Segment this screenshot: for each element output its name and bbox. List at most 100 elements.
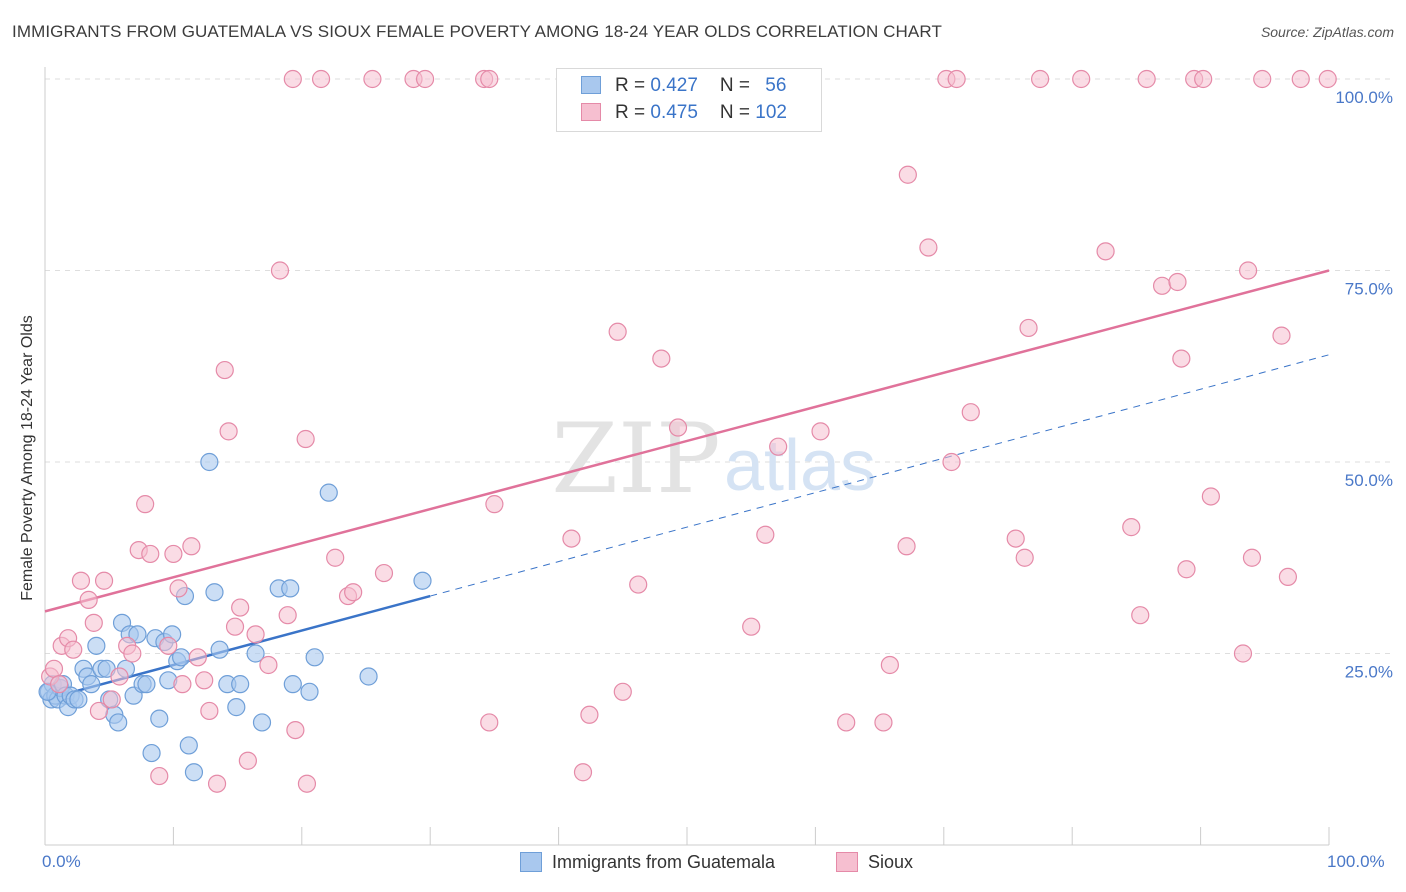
guatemala-point [137, 675, 156, 694]
legend-swatch-blue [520, 852, 542, 872]
guatemala-point [300, 682, 319, 701]
sioux-point [296, 429, 315, 449]
sioux-point [480, 69, 499, 89]
guatemala-point [205, 583, 224, 602]
legend-r-label: R = [615, 75, 651, 96]
sioux-point [188, 648, 207, 667]
guatemala-point [305, 648, 324, 667]
sioux-point [150, 766, 169, 786]
legend-series-name: Sioux [868, 852, 914, 872]
sioux-point [769, 437, 788, 456]
sioux-point [1122, 518, 1141, 537]
sioux-point [231, 598, 250, 617]
sioux-point [50, 675, 69, 694]
legend-n-label: N = [719, 75, 756, 96]
bottom-legend-sioux: Sioux [836, 852, 913, 873]
guatemala-point [319, 483, 338, 502]
y-axis-label: Female Poverty Among 18-24 Year Olds [19, 315, 36, 601]
legend-r-value: 0.427 [650, 75, 698, 96]
sioux-point [485, 495, 504, 514]
sioux-point [1152, 276, 1172, 295]
legend-series-name: Immigrants from Guatemala [552, 852, 776, 872]
guatemala-point [184, 763, 204, 782]
sioux-point [173, 675, 192, 694]
legend-swatch-blue [581, 76, 601, 94]
sioux-point [811, 422, 830, 441]
sioux-point [562, 529, 581, 548]
guatemala-point [150, 709, 169, 728]
source-label: Source: ZipAtlas.com [1260, 24, 1394, 40]
sioux-point [79, 590, 98, 609]
legend-swatch-pink [581, 103, 601, 121]
sioux-point [270, 261, 290, 280]
sioux-point [225, 617, 245, 636]
sioux-point [1137, 69, 1156, 89]
sioux-point [629, 575, 648, 594]
sioux-point [182, 537, 201, 556]
watermark: ZIP atlas [551, 403, 876, 515]
sioux-point [1015, 548, 1034, 567]
sioux-point [200, 701, 219, 721]
sioux-point [110, 667, 129, 686]
y-tick-labels: 25.0% 50.0% 75.0% 100.0% [1335, 88, 1393, 682]
y-tick-label: 25.0% [1345, 663, 1393, 682]
guatemala-point [142, 743, 161, 763]
sioux-point [297, 774, 317, 793]
bottom-legend-guatemala: Immigrants from Guatemala [520, 852, 775, 873]
sioux-point [880, 655, 899, 675]
sioux-point [897, 537, 916, 556]
sioux-point [480, 713, 499, 732]
sioux-point [580, 705, 599, 724]
sioux-point [344, 583, 363, 602]
sioux-point [1177, 560, 1196, 579]
legend-swatch-pink [836, 852, 858, 872]
trend-lines [44, 269, 1330, 701]
sioux-point [874, 713, 893, 732]
sioux-point [102, 690, 121, 709]
sioux-point [141, 544, 160, 564]
sioux-point [608, 322, 627, 341]
sioux-point [1168, 272, 1187, 292]
y-tick-label: 100.0% [1335, 88, 1393, 107]
sioux-point [1019, 318, 1038, 338]
sioux-point [1239, 261, 1258, 280]
chart-title: IMMIGRANTS FROM GUATEMALA VS SIOUX FEMAL… [12, 22, 942, 41]
sioux-point [756, 525, 775, 544]
guatemala-point [69, 690, 88, 709]
sioux-point [837, 713, 856, 732]
x-tick-label-max: 100.0% [1327, 852, 1385, 871]
sioux-point [374, 563, 394, 583]
sioux-point [64, 640, 83, 659]
legend-r-label: R = [615, 102, 651, 123]
guatemala-point [252, 713, 272, 732]
y-tick-label: 75.0% [1345, 280, 1393, 299]
guatemala-point [200, 452, 219, 472]
sioux-point [1278, 567, 1298, 587]
sioux-point [207, 774, 227, 793]
series-sioux-points [41, 69, 1337, 793]
sioux-point [898, 165, 917, 184]
guatemala-point [413, 571, 432, 590]
sioux-point [942, 452, 961, 472]
legend-row-guatemala: R = 0.427 N = 56 [581, 75, 786, 99]
sioux-point [573, 763, 593, 782]
sioux-point [44, 659, 64, 678]
sioux-point [169, 579, 188, 598]
sioux-point [219, 422, 238, 441]
sioux-point [136, 495, 155, 514]
legend-n-value: 56 [765, 75, 787, 96]
trend-line-guatemala [44, 594, 431, 701]
sioux-point [1253, 69, 1272, 89]
sioux-point [1194, 69, 1213, 89]
guatemala-point [231, 675, 250, 694]
sioux-point [668, 418, 688, 437]
sioux-point [1318, 69, 1337, 89]
sioux-point [246, 625, 265, 644]
sioux-point [195, 671, 214, 690]
watermark-zip: ZIP [551, 403, 720, 515]
guatemala-point [82, 675, 101, 694]
guatemala-point [283, 675, 302, 694]
sioux-point [286, 720, 305, 740]
sioux-point [123, 644, 142, 663]
sioux-point [742, 617, 761, 636]
